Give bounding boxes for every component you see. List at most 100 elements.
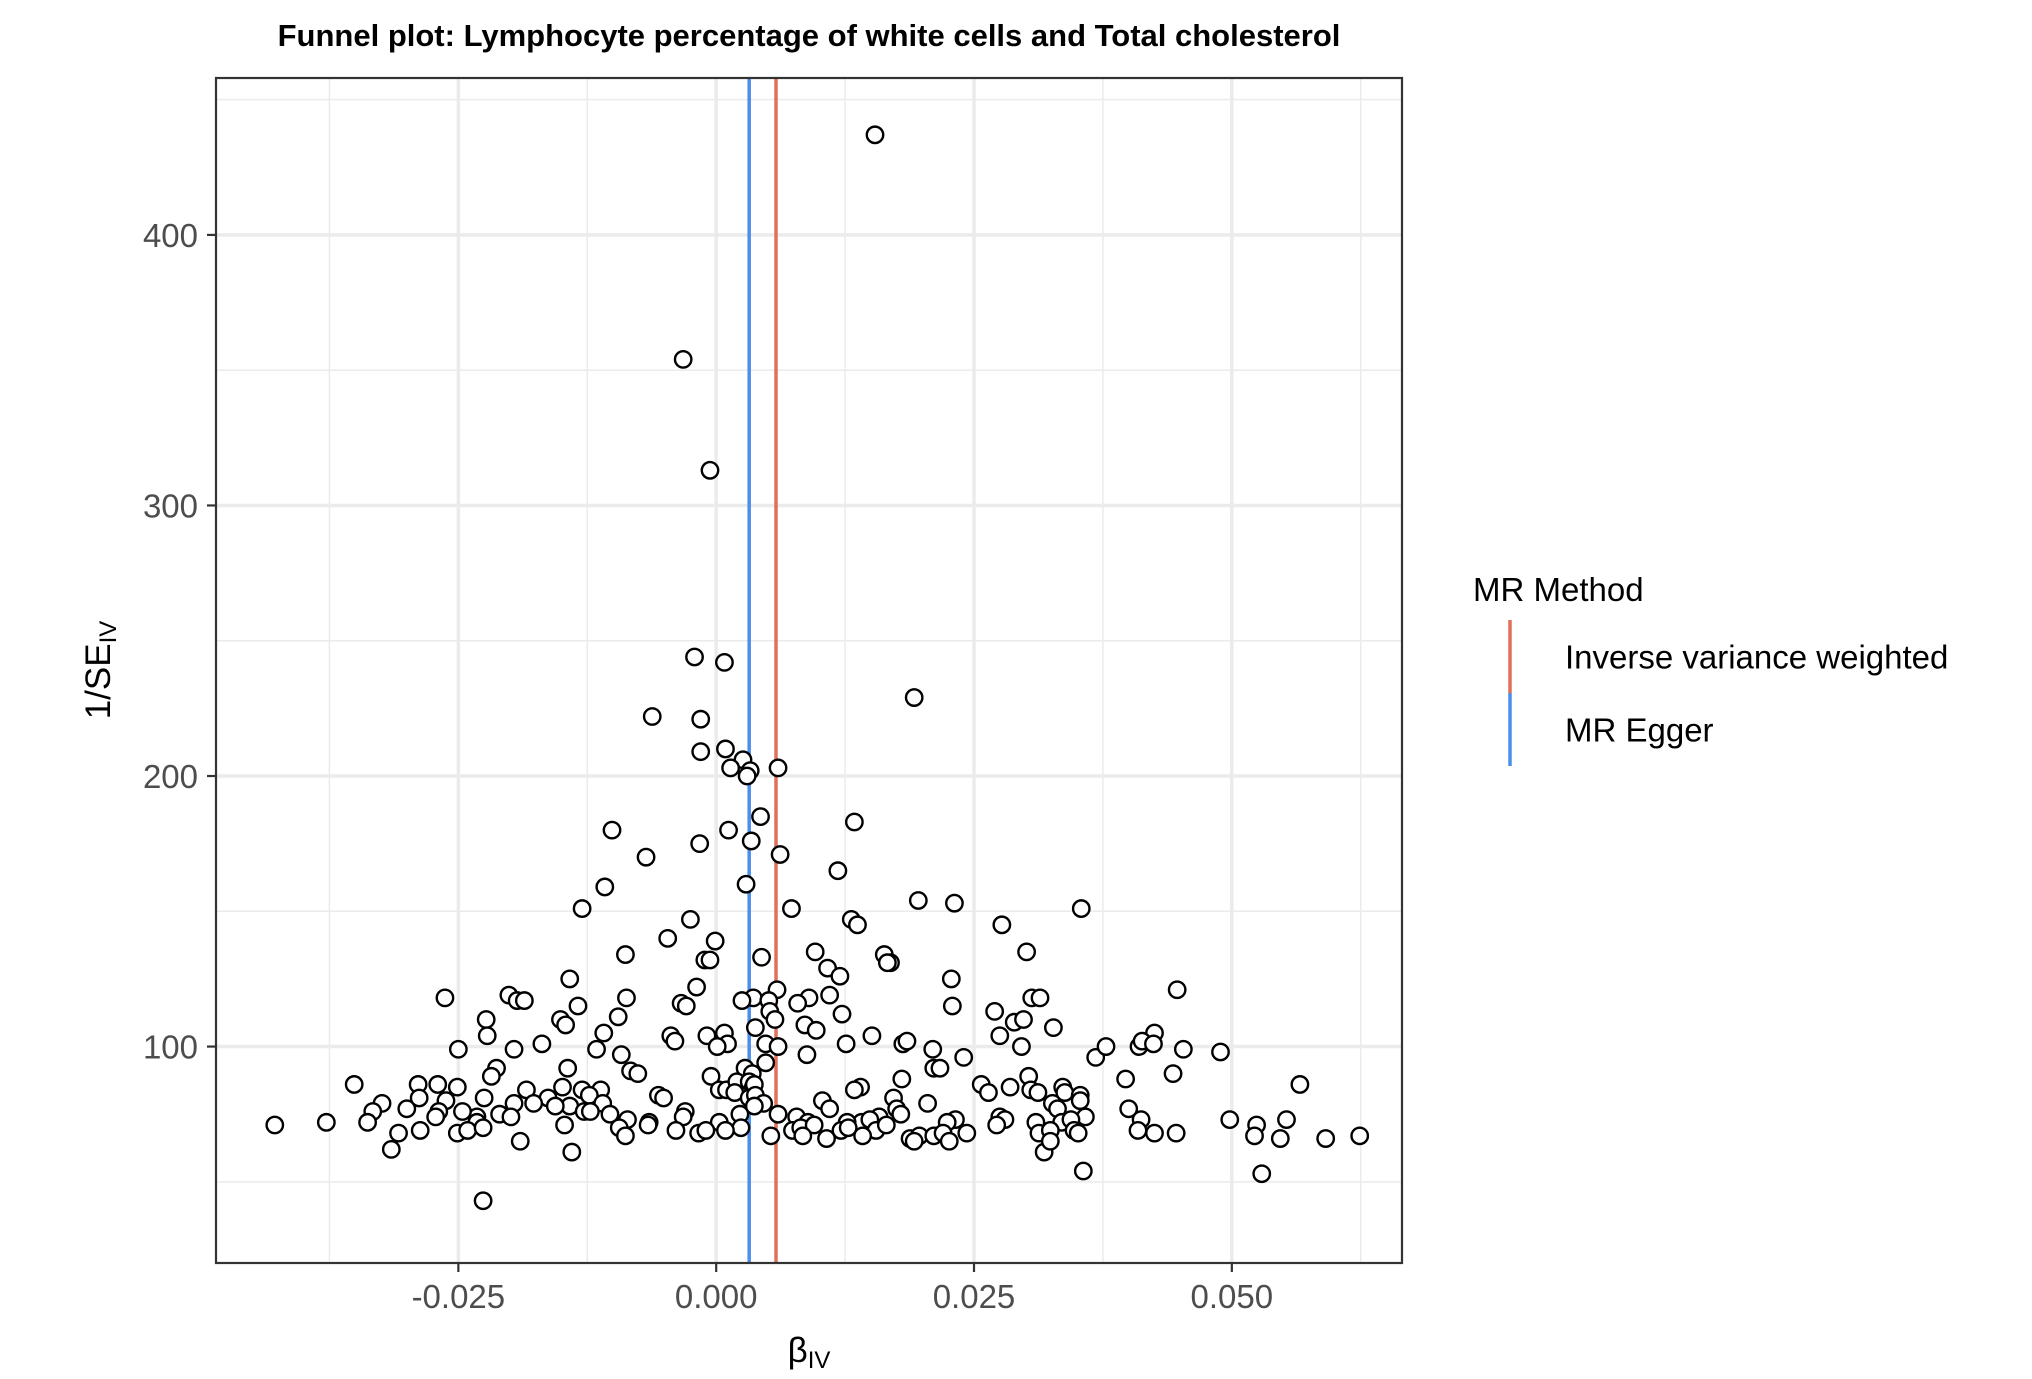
data-point [942, 996, 962, 1016]
data-point [1245, 1126, 1264, 1146]
data-point [358, 1112, 378, 1132]
data-point [616, 945, 635, 964]
data-point [1068, 1123, 1088, 1143]
data-point [736, 874, 756, 894]
y-axis-ticks: 100 200 300 400 [143, 217, 216, 1066]
data-point [957, 1123, 977, 1143]
data-point [992, 915, 1012, 935]
data-point [587, 1039, 606, 1059]
data-point [865, 125, 885, 145]
data-point [628, 1064, 648, 1084]
data-point [381, 1139, 401, 1159]
data-point [1044, 1018, 1063, 1038]
data-point [611, 1045, 631, 1065]
y-axis-title-main: 1/SE [79, 643, 118, 719]
chart-title: Funnel plot: Lymphocyte percentage of wh… [278, 18, 1341, 53]
data-point [1277, 1110, 1296, 1130]
data-point [1040, 1131, 1060, 1151]
data-point [1350, 1126, 1370, 1146]
data-point [1096, 1037, 1116, 1056]
legend: MR Method Inverse variance weighted MR Eg… [1473, 571, 1948, 766]
data-point [945, 893, 964, 913]
data-point [504, 1039, 524, 1059]
data-point [836, 1034, 856, 1054]
data-point [848, 915, 867, 935]
data-point [1316, 1129, 1336, 1148]
legend-title: MR Method [1473, 571, 1644, 608]
data-point [510, 1131, 530, 1151]
data-point [1166, 1123, 1186, 1143]
data-point [1012, 1037, 1031, 1056]
data-point [691, 742, 711, 762]
data-point [761, 1126, 781, 1146]
data-point [1017, 942, 1037, 962]
data-point [844, 812, 864, 832]
data-point [918, 1093, 937, 1113]
data-points [265, 125, 1370, 1211]
data-point [426, 1107, 446, 1127]
data-point [1144, 1034, 1163, 1054]
data-point [707, 1037, 727, 1056]
data-point [930, 1058, 950, 1078]
y-tick-label: 300 [143, 487, 198, 524]
data-point [804, 1115, 824, 1135]
data-point [1290, 1075, 1310, 1094]
data-point [1073, 1161, 1093, 1181]
data-point [435, 988, 455, 1008]
plot-panel [216, 78, 1402, 1263]
data-point [600, 1104, 620, 1124]
data-point [830, 966, 850, 986]
data-point [1167, 980, 1187, 1000]
data-point [562, 1142, 582, 1162]
grid-minor [216, 78, 1402, 1263]
data-point [595, 877, 615, 897]
y-tick-label: 100 [143, 1029, 198, 1066]
plot-border [214, 76, 1404, 1265]
data-point [732, 991, 752, 1010]
data-point [676, 996, 696, 1016]
data-point [685, 647, 704, 667]
x-tick-label: -0.025 [412, 1278, 506, 1315]
data-point [1211, 1042, 1230, 1062]
x-tick-label: 0.000 [675, 1278, 758, 1315]
data-point [1220, 1110, 1240, 1130]
y-axis-title-sub: IV [95, 621, 122, 644]
data-point [608, 1007, 628, 1027]
data-point [806, 1020, 826, 1040]
data-point [568, 996, 588, 1016]
data-point [701, 1066, 721, 1086]
data-point [397, 1099, 417, 1119]
data-point [979, 1083, 998, 1102]
data-point [990, 1026, 1010, 1046]
data-point [782, 899, 801, 918]
data-point [716, 1121, 735, 1140]
data-point [1071, 899, 1091, 918]
data-point [892, 1069, 912, 1089]
data-point [410, 1121, 430, 1140]
data-point [409, 1088, 429, 1108]
data-point [532, 1034, 552, 1054]
data-point [448, 1039, 468, 1059]
data-point [853, 1126, 873, 1146]
data-point [817, 1129, 836, 1148]
data-point [474, 1088, 494, 1108]
data-point [476, 1010, 496, 1029]
data-point [558, 1058, 578, 1078]
data-point [1252, 1164, 1272, 1184]
data-point [752, 947, 771, 967]
data-point [524, 1093, 544, 1113]
data-point [690, 834, 710, 854]
data-point [741, 831, 761, 851]
data-point [797, 1045, 817, 1065]
data-point [765, 1010, 785, 1029]
data-point [616, 1126, 635, 1146]
data-point [1270, 1129, 1290, 1148]
data-point [553, 1077, 572, 1097]
data-point [987, 1115, 1007, 1135]
data-point [793, 1126, 813, 1146]
data-point [658, 928, 678, 948]
data-point [756, 1053, 776, 1073]
data-point [481, 1066, 501, 1086]
data-point [1014, 1010, 1033, 1029]
data-point [1070, 1091, 1090, 1111]
